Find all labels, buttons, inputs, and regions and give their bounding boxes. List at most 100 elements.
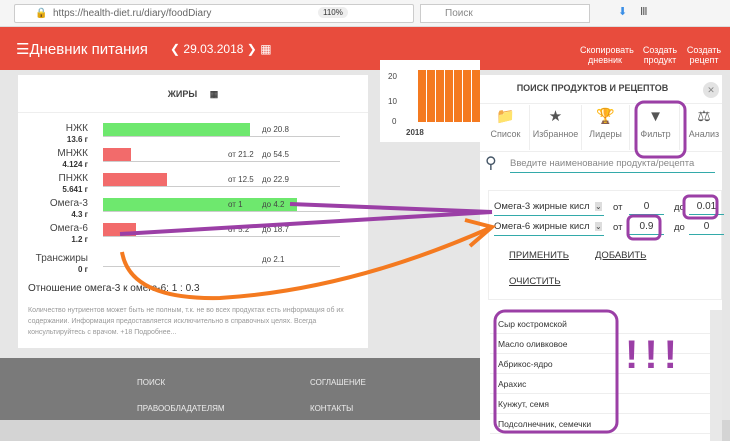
nutrient-amount: 1.2 г [71,235,88,244]
chevron-down-icon[interactable]: ⌄ [595,222,602,231]
range-to: до 54.5 [262,150,289,159]
create-product-button[interactable]: Создать продукт [640,45,680,65]
result-item[interactable]: Кунжут, семя [490,394,715,414]
nutrient-amount: 5.641 г [62,185,88,194]
to-label: до [674,202,685,213]
download-icon[interactable]: ⬇ [618,6,628,18]
range-to: до 20.8 [262,125,289,134]
browser-search[interactable]: Поиск [420,4,590,23]
library-icon[interactable]: Ⅲ [640,6,648,18]
zoom-level[interactable]: 110% [318,7,348,18]
nutrient-amount: 0 г [77,265,88,274]
folder-icon: 📁 [496,108,515,125]
chart-bars [418,70,480,122]
title-text: Дневник питания [29,41,148,58]
y-tick: 10 [388,97,397,106]
next-date-icon[interactable]: ❯ [243,42,261,56]
nutrient-name: МНЖК [57,148,88,159]
nutrient-bar [103,173,167,186]
scrollbar[interactable] [710,310,722,441]
nutrient-name: Омега-6 [49,223,88,234]
tab-list[interactable]: 📁 Список [482,105,530,150]
app-header: ☰Дневник питания ❮ 29.03.2018 ❯ ▦ Скопир… [0,27,730,70]
result-item[interactable]: Сыр костромской [490,314,715,334]
current-date: 29.03.2018 [183,42,244,56]
close-button[interactable]: ✕ [703,82,719,98]
omega-ratio: Отношение омега-3 к омега-6: 1 : 0.3 [28,283,200,294]
address-bar[interactable]: 🔒 https://health-diet.ru/diary/foodDiary [14,4,414,23]
range-from: от 12.5 [228,175,254,184]
footer-link-copyright[interactable]: ПРАВООБЛАДАТЕЛЯМ [137,404,225,413]
panel-title: ПОИСК ПРОДУКТОВ И РЕЦЕПТОВ [516,83,669,93]
search-panel: ПОИСК ПРОДУКТОВ И РЕЦЕПТОВ ✕ 📁 Список ★ Из… [480,75,724,441]
l2: рецепт [689,55,719,65]
nutrient-amount: 4.3 г [71,210,88,219]
copy-diary-button[interactable]: Скопировать дневник [580,45,634,65]
footer-link-contacts[interactable]: КОНТАКТЫ [310,404,354,413]
tab-filter[interactable]: ▼ Фильтр [632,105,680,150]
menu-icon[interactable]: ☰ [16,41,30,58]
range-to: до 2.1 [262,255,285,264]
trophy-icon: 🏆 [596,108,615,125]
l2: продукт [643,55,677,65]
divider [480,151,722,152]
row-axis [103,136,340,137]
omega6-from-input[interactable]: 0.9 [629,221,664,235]
tab-leaders[interactable]: 🏆 Лидеры [582,105,630,150]
calendar-icon[interactable]: ▦ [209,89,219,99]
omega6-to-input[interactable]: 0 [689,221,724,235]
row-axis [103,186,340,187]
nutrient-name: Омега-3 [49,198,88,209]
browser-toolbar: 🔒 https://health-diet.ru/diary/foodDiary … [0,0,730,27]
l1: Создать [642,45,678,55]
range-to: до 4.2 [262,200,285,209]
nutrient-bar [103,123,250,136]
nutrient-bar [103,198,298,211]
tab-favorites[interactable]: ★ Избранное [530,105,582,150]
add-button[interactable]: ДОБАВИТЬ [595,250,647,261]
calendar-icon[interactable]: ▦ [260,42,272,56]
tab-label: Анализ [688,129,720,139]
apply-button[interactable]: ПРИМЕНИТЬ [509,250,569,261]
page-title: ☰Дневник питания [16,40,148,58]
star-icon: ★ [548,108,563,125]
create-recipe-button[interactable]: Создать рецепт [684,45,724,65]
range-to: до 18.7 [262,225,289,234]
highlight-filter-tab [634,100,687,159]
from-label: от [613,222,623,233]
tab-label: Лидеры [589,129,622,139]
search-icon: ⚲ [485,155,497,172]
tab-label: Фильтр [640,129,671,139]
to-label: до [674,222,685,233]
range-from: от 1 [228,200,243,209]
l2: дневник [588,55,622,65]
nutrient-bar [103,148,132,161]
clear-button[interactable]: ОЧИСТИТЬ [509,276,561,287]
product-search-input[interactable]: Введите наименование продукта/рецепта [510,155,715,173]
disclaimer: Количество нутриентов может быть не полн… [28,307,344,336]
select-value: Омега-3 жирные кисл [494,201,590,212]
nutrient-amount: 4.124 г [62,160,88,169]
row-axis [103,236,340,237]
scales-icon: ⚖ [697,108,711,125]
row-axis [103,266,340,267]
filter-icon: ▼ [648,108,663,125]
tab-label: Список [490,129,521,139]
result-item[interactable]: Масло оливковое [490,334,715,354]
row-axis [103,161,340,162]
result-item[interactable]: Абрикос-ядро [490,354,715,374]
omega3-to-input[interactable]: 0.01 [689,201,724,215]
footer-link-agreement[interactable]: СОГЛАШЕНИЕ [310,378,366,387]
highlight-results [493,309,619,434]
result-item[interactable]: Арахис [490,374,715,394]
purple-line [119,210,493,236]
highlight-omega6-from [626,214,662,241]
highlight-omega3-to [682,194,719,220]
footer-link-search[interactable]: ПОИСК [137,378,166,387]
nutrient-label: НЖК 13.6 г [18,123,88,145]
nutrient-select-1[interactable]: Омега-3 жирные кисл [494,201,604,216]
prev-date-icon[interactable]: ❮ [170,42,184,56]
chevron-down-icon[interactable]: ⌄ [595,202,602,211]
tab-analysis[interactable]: ⚖ Анализ [680,105,728,150]
nutrient-select-2[interactable]: Омега-6 жирные кисл [494,221,604,236]
